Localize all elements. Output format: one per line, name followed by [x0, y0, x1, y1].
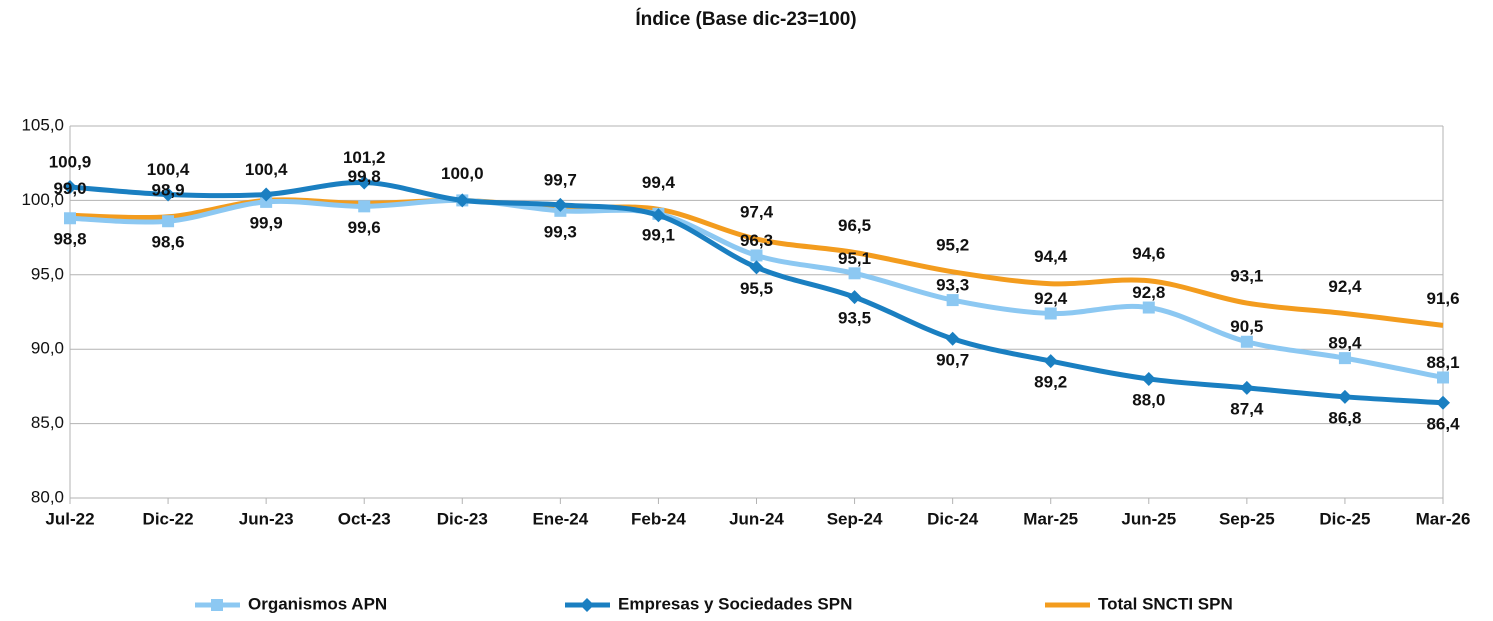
- marker: [357, 175, 372, 190]
- x-tick-label: Mar-26: [1416, 509, 1471, 528]
- marker: [847, 290, 862, 305]
- marker: [1044, 307, 1057, 320]
- x-tick-label: Oct-23: [338, 509, 391, 528]
- data-label: 99,3: [544, 222, 577, 241]
- x-tick-label: Feb-24: [631, 509, 686, 528]
- marker: [749, 260, 764, 275]
- data-label: 91,6: [1426, 289, 1459, 308]
- y-tick-label: 80,0: [31, 487, 64, 506]
- data-label: 89,4: [1328, 334, 1362, 353]
- data-label: 92,8: [1132, 283, 1165, 302]
- data-label: 93,3: [936, 276, 969, 295]
- data-label: 100,0: [441, 164, 484, 183]
- data-label: 97,4: [740, 203, 774, 222]
- marker: [259, 187, 274, 202]
- data-label: 99,0: [53, 179, 86, 198]
- data-label: 90,7: [936, 350, 969, 369]
- data-label: 98,6: [152, 233, 185, 252]
- data-label: 99,4: [642, 173, 676, 192]
- legend-label: Organismos APN: [248, 594, 387, 613]
- data-label: 96,5: [838, 216, 871, 235]
- marker: [750, 249, 763, 262]
- marker: [1436, 395, 1450, 410]
- data-label: 94,6: [1132, 244, 1165, 263]
- x-tick-label: Jun-23: [239, 509, 294, 528]
- data-label: 96,3: [740, 231, 773, 250]
- data-label: 90,5: [1230, 317, 1263, 336]
- x-tick-label: Sep-24: [827, 509, 883, 528]
- x-tick-label: Dic-22: [143, 509, 194, 528]
- data-label: 86,4: [1426, 414, 1460, 433]
- x-tick-label: Jul-22: [45, 509, 94, 528]
- x-tick-label: Sep-25: [1219, 509, 1275, 528]
- marker: [651, 208, 666, 223]
- y-tick-label: 90,0: [31, 339, 64, 358]
- marker: [1043, 354, 1058, 369]
- y-tick-label: 105,0: [21, 115, 64, 134]
- data-label: 100,4: [245, 160, 288, 179]
- legend-marker: [211, 599, 223, 611]
- data-label: 99,7: [544, 170, 577, 189]
- data-label: 86,8: [1328, 408, 1361, 427]
- marker: [1239, 380, 1254, 395]
- data-label: 98,8: [53, 230, 86, 249]
- data-label: 95,1: [838, 249, 871, 268]
- marker: [63, 180, 77, 195]
- marker: [1142, 301, 1155, 314]
- x-tick-label: Mar-25: [1023, 509, 1078, 528]
- data-label: 88,1: [1426, 353, 1459, 372]
- marker: [260, 195, 273, 208]
- x-tick-label: Dic-24: [927, 509, 979, 528]
- marker: [1437, 371, 1449, 384]
- data-label: 100,9: [49, 152, 92, 171]
- data-label: 95,2: [936, 235, 969, 254]
- marker: [848, 267, 861, 280]
- x-tick-label: Dic-25: [1319, 509, 1370, 528]
- data-label: 88,0: [1132, 390, 1165, 409]
- marker: [64, 212, 76, 225]
- y-tick-label: 95,0: [31, 264, 64, 283]
- marker: [946, 294, 959, 307]
- data-label: 99,1: [642, 225, 675, 244]
- data-label: 93,5: [838, 309, 871, 328]
- data-label: 99,6: [348, 218, 381, 237]
- data-label: 89,2: [1034, 373, 1067, 392]
- x-tick-label: Dic-23: [437, 509, 488, 528]
- data-label: 99,9: [250, 213, 283, 232]
- marker: [1338, 352, 1351, 365]
- marker: [455, 193, 470, 208]
- marker: [1240, 335, 1253, 348]
- marker: [1141, 371, 1156, 386]
- marker: [1337, 389, 1352, 404]
- y-tick-label: 100,0: [21, 190, 64, 209]
- data-label: 101,2: [343, 148, 386, 167]
- x-tick-label: Ene-24: [532, 509, 588, 528]
- marker: [162, 215, 175, 228]
- data-label: 98,9: [152, 180, 185, 199]
- data-label: 95,5: [740, 279, 773, 298]
- data-label: 94,4: [1034, 247, 1068, 266]
- x-tick-label: Jun-25: [1121, 509, 1176, 528]
- data-label: 92,4: [1034, 289, 1068, 308]
- chart-title: Índice (Base dic-23=100): [635, 8, 856, 30]
- legend-label: Total SNCTI SPN: [1098, 594, 1233, 613]
- data-label: 93,1: [1230, 267, 1263, 286]
- data-label: 92,4: [1328, 277, 1362, 296]
- marker: [161, 187, 176, 202]
- data-label: 100,4: [147, 160, 190, 179]
- data-label: 99,8: [348, 167, 381, 186]
- legend-marker: [580, 598, 594, 612]
- legend-label: Empresas y Sociedades SPN: [618, 594, 852, 613]
- marker: [358, 200, 371, 213]
- data-label: 87,4: [1230, 399, 1264, 418]
- y-tick-label: 85,0: [31, 413, 64, 432]
- marker: [945, 331, 960, 346]
- marker: [553, 197, 568, 212]
- x-tick-label: Jun-24: [729, 509, 784, 528]
